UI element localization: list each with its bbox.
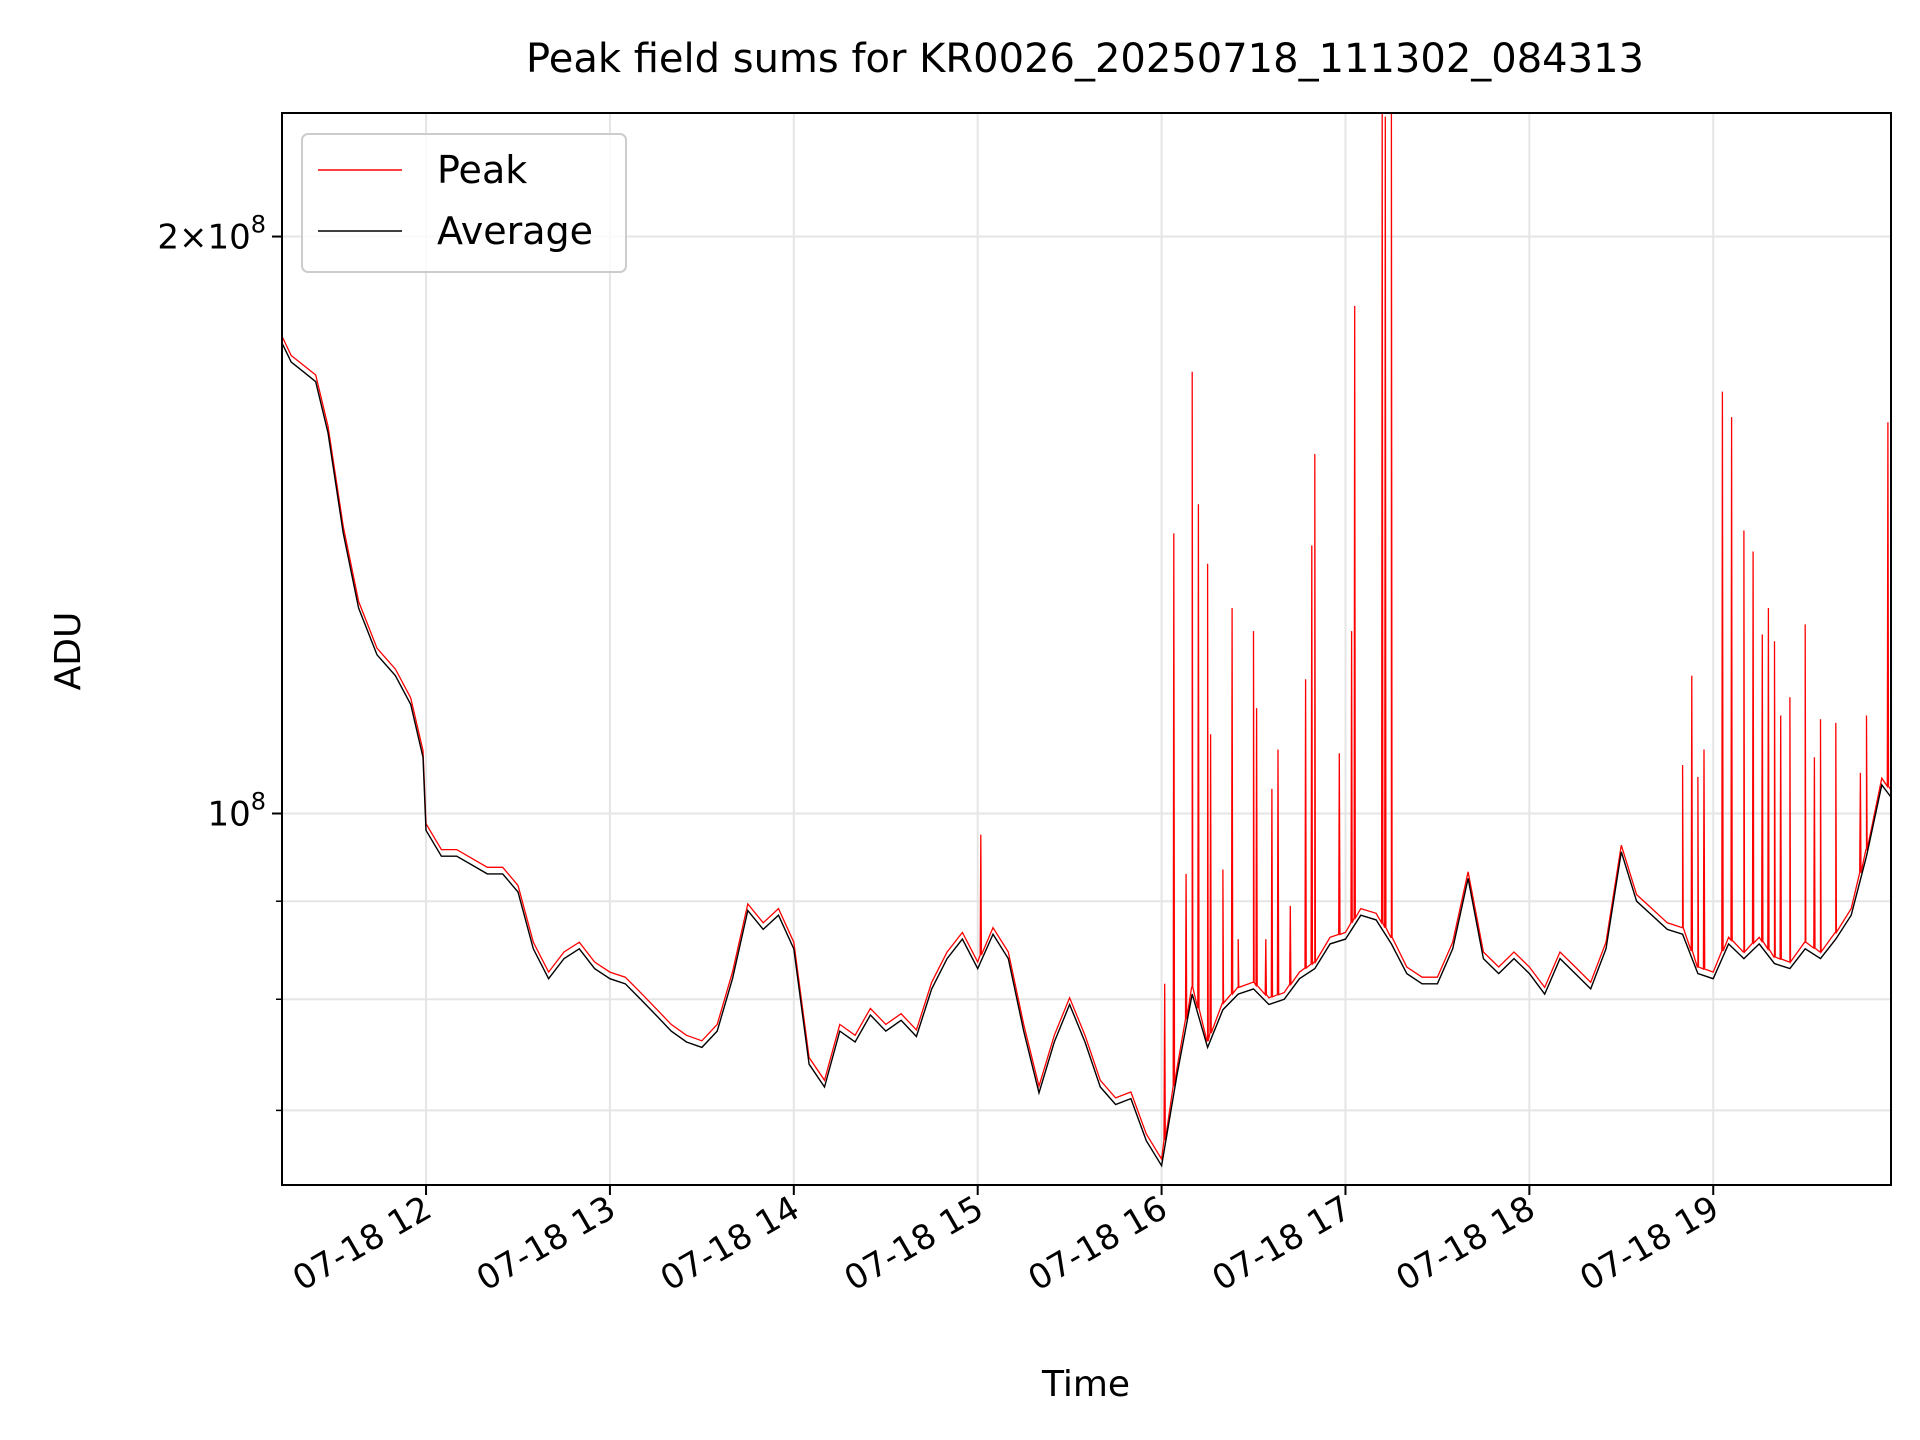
legend-average-label: Average	[437, 209, 593, 253]
legend: Peak Average	[301, 133, 627, 273]
plot-area	[282, 113, 1891, 1168]
y-tick-label: 2×108	[157, 211, 266, 258]
axes-frame	[281, 112, 1892, 1186]
y-tick-exponent: 8	[251, 788, 266, 816]
y-tick-base: 10	[207, 795, 250, 835]
y-tick-exponent: 8	[251, 211, 266, 239]
y-tick-label: 108	[207, 788, 266, 835]
legend-box	[301, 133, 627, 273]
chart-title: Peak field sums for KR0026_20250718_1113…	[526, 36, 1644, 82]
x-axis-label: Time	[1041, 1364, 1130, 1405]
peak-series-line	[282, 113, 1891, 1162]
y-tick-base: 2×10	[157, 218, 250, 258]
average-series-line	[282, 342, 1891, 1168]
grid	[282, 113, 1891, 1185]
y-axis-label: ADU	[48, 612, 89, 691]
legend-peak-label: Peak	[437, 148, 527, 192]
